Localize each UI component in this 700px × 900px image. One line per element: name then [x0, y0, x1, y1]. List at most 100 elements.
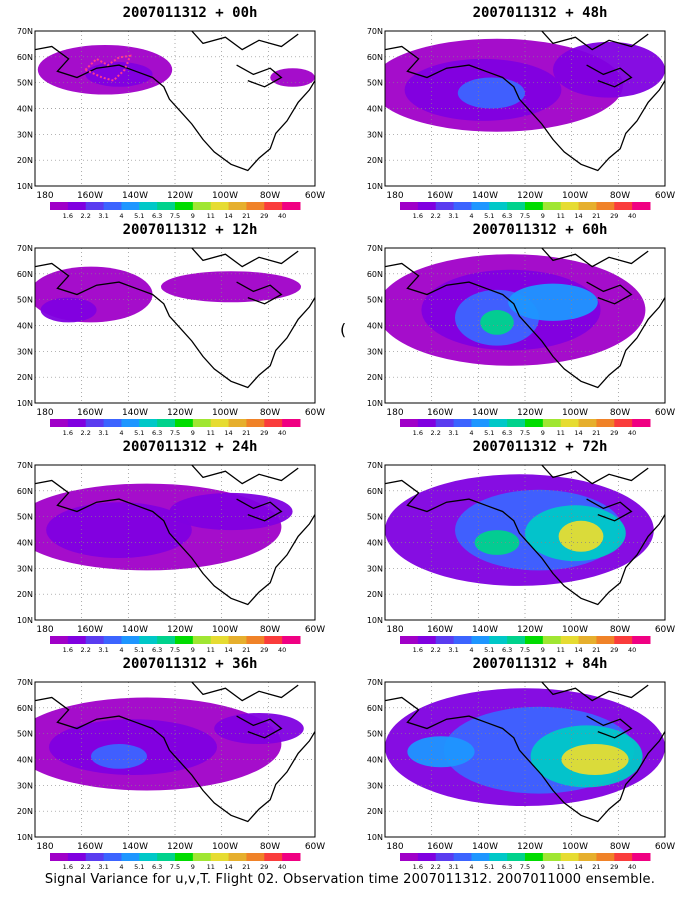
colorbar-swatch: [139, 636, 158, 644]
lat-tick-label: 40N: [17, 756, 33, 765]
coastline: [236, 715, 283, 739]
panel-title: 2007011312 + 72h: [472, 439, 608, 455]
colorbar-swatch: [246, 853, 265, 861]
colorbar-label: 5.1: [134, 646, 144, 654]
colorbar-swatch: [471, 202, 490, 210]
colorbar-swatch: [192, 419, 212, 427]
colorbar-label: 1.6: [63, 646, 73, 654]
colorbar-label: 2.2: [81, 429, 91, 437]
colorbar-swatch: [400, 419, 419, 427]
colorbar-swatch: [489, 419, 508, 427]
colorbar-swatch: [50, 853, 69, 861]
map-panel: 2007011312 + 72h 70N 60N 50N 40N 30N 20N 10N 180…: [367, 439, 700, 654]
colorbar-swatch: [596, 853, 615, 861]
colorbar-swatch: [139, 419, 158, 427]
colorbar-label: 9: [191, 646, 195, 654]
colorbar-swatch: [614, 636, 633, 644]
colorbar-swatch: [103, 636, 122, 644]
lat-tick-label: 50N: [367, 79, 383, 88]
variance-contour: [270, 68, 315, 87]
colorbar-label: 6.3: [152, 212, 162, 220]
coastline: [586, 64, 633, 88]
coastline: [385, 696, 665, 823]
lat-tick-label: 40N: [17, 539, 33, 548]
lat-tick-label: 60N: [367, 704, 383, 713]
colorbar-label: 40: [278, 646, 286, 654]
lon-tick-label: 120W: [517, 842, 543, 852]
colorbar-swatch: [121, 636, 140, 644]
colorbar-swatch: [471, 853, 490, 861]
colorbar-label: 6.3: [152, 429, 162, 437]
colorbar-swatch: [453, 853, 472, 861]
colorbar-label: 5.1: [134, 429, 144, 437]
colorbar-swatch: [560, 853, 580, 861]
colorbar-label: 1.6: [63, 429, 73, 437]
variance-contour: [480, 310, 514, 335]
colorbar-swatch: [578, 853, 597, 861]
lon-tick-label: 180: [386, 625, 403, 635]
lon-tick-label: 180: [36, 191, 53, 201]
variance-contour: [553, 41, 665, 98]
colorbar-label: 9: [541, 646, 545, 654]
lon-tick-label: 80W: [260, 408, 280, 418]
colorbar-label: 11: [207, 212, 215, 220]
colorbar-swatch: [192, 853, 212, 861]
lon-tick-label: 80W: [610, 842, 630, 852]
figure-caption: Signal Variance for u,v,T. Flight 02. Ob…: [44, 872, 656, 887]
lat-tick-label: 60N: [17, 704, 33, 713]
coastline: [541, 31, 649, 51]
colorbar-label: 14: [224, 646, 232, 654]
lat-tick-label: 30N: [17, 130, 33, 139]
lon-tick-label: 120W: [517, 408, 543, 418]
variance-contour: [558, 520, 604, 552]
coastline: [35, 262, 315, 389]
colorbar-swatch: [614, 853, 633, 861]
colorbar-label: 4: [119, 429, 123, 437]
lat-tick-label: 20N: [367, 156, 383, 165]
colorbar-swatch: [264, 636, 283, 644]
colorbar-label: 4: [119, 646, 123, 654]
colorbar-swatch: [453, 419, 472, 427]
lat-tick-label: 40N: [17, 105, 33, 114]
lat-tick-label: 20N: [367, 373, 383, 382]
colorbar-label: 6.3: [152, 863, 162, 871]
lat-tick-label: 20N: [17, 373, 33, 382]
colorbar-swatch: [282, 419, 301, 427]
colorbar-swatch: [228, 853, 247, 861]
lon-tick-label: 60W: [305, 408, 325, 418]
lat-tick-label: 50N: [367, 513, 383, 522]
colorbar-swatch: [175, 202, 194, 210]
colorbar-label: 21: [592, 212, 600, 220]
colorbar-swatch: [400, 636, 419, 644]
colorbar-label: 40: [278, 429, 286, 437]
lat-tick-label: 50N: [17, 513, 33, 522]
lon-tick-label: 60W: [305, 625, 325, 635]
colorbar-label: 11: [207, 646, 215, 654]
lon-tick-label: 100W: [212, 842, 238, 852]
colorbar-label: 9: [191, 863, 195, 871]
coastline: [385, 262, 665, 389]
colorbar-label: 6.3: [502, 863, 512, 871]
colorbar-label: 2.2: [81, 646, 91, 654]
lon-tick-label: 120W: [167, 191, 193, 201]
colorbar-swatch: [121, 202, 140, 210]
colorbar-swatch: [228, 419, 247, 427]
colorbar-swatch: [210, 202, 230, 210]
colorbar-swatch: [578, 202, 597, 210]
panel-title: 2007011312 + 24h: [122, 439, 258, 455]
colorbar-swatch: [453, 636, 472, 644]
colorbar-label: 2.2: [81, 863, 91, 871]
colorbar-label: 5.1: [484, 429, 494, 437]
colorbar-swatch: [400, 853, 419, 861]
colorbar-swatch: [417, 419, 437, 427]
lat-tick-label: 60N: [367, 487, 383, 496]
colorbar-swatch: [578, 636, 597, 644]
map-panel: 2007011312 + 36h 70N 60N 50N 40N 30N 20N 10N 180…: [17, 656, 360, 871]
coastline: [541, 465, 649, 485]
variance-contour: [169, 492, 293, 531]
colorbar-label: 9: [191, 429, 195, 437]
lat-tick-label: 40N: [367, 105, 383, 114]
lon-tick-label: 180: [36, 842, 53, 852]
colorbar-swatch: [175, 636, 194, 644]
